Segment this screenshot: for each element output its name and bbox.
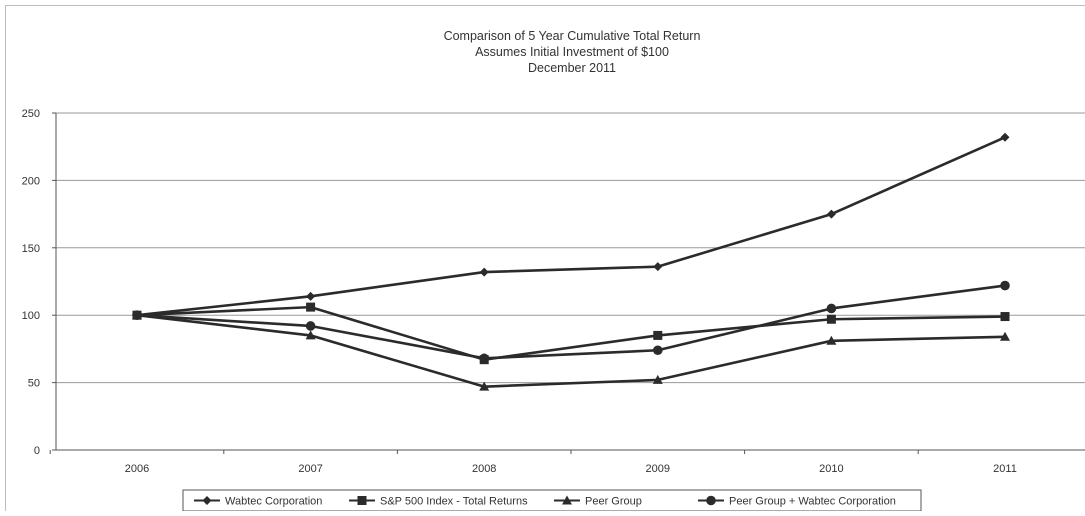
data-point-0-2010 bbox=[827, 210, 836, 219]
data-point-3-2007 bbox=[306, 321, 316, 331]
y-tick-label-250: 250 bbox=[22, 108, 40, 120]
legend: Wabtec Corporation S&P 500 Index - Total … bbox=[183, 490, 921, 511]
chart-title-line-3: December 2011 bbox=[528, 61, 616, 75]
chart-title-line-2: Assumes Initial Investment of $100 bbox=[475, 45, 669, 59]
legend-marker-1 bbox=[358, 496, 367, 505]
y-tick-label-100: 100 bbox=[22, 310, 40, 322]
series-line-2 bbox=[137, 315, 1005, 386]
x-tick-label-2006: 2006 bbox=[125, 463, 149, 475]
chart-border bbox=[6, 6, 1085, 512]
data-point-3-2006 bbox=[132, 310, 142, 320]
x-tick-label-2009: 2009 bbox=[646, 463, 670, 475]
data-point-3-2008 bbox=[479, 354, 489, 364]
grid-lines bbox=[56, 113, 1085, 383]
data-point-0-2011 bbox=[1001, 133, 1010, 142]
data-point-0-2007 bbox=[306, 292, 315, 301]
data-point-3-2009 bbox=[653, 345, 663, 355]
data-point-0-2008 bbox=[480, 268, 489, 277]
chart-title-line-1: Comparison of 5 Year Cumulative Total Re… bbox=[444, 29, 701, 43]
x-tick-label-2010: 2010 bbox=[819, 463, 843, 475]
data-point-1-2011 bbox=[1001, 312, 1010, 321]
series-line-0 bbox=[137, 137, 1005, 315]
y-tick-labels: 0 50 100 150 200 250 bbox=[22, 108, 40, 457]
data-point-0-2009 bbox=[653, 262, 662, 271]
y-tick-label-150: 150 bbox=[22, 243, 40, 255]
axes bbox=[50, 113, 1085, 454]
legend-label-2: Peer Group bbox=[585, 496, 642, 508]
y-tick-label-50: 50 bbox=[28, 378, 40, 390]
data-point-3-2010 bbox=[827, 304, 837, 314]
y-tick-label-0: 0 bbox=[34, 445, 40, 457]
data-point-1-2010 bbox=[827, 315, 836, 324]
x-tick-labels: 2006 2007 2008 2009 2010 2011 bbox=[125, 463, 1017, 475]
series-3 bbox=[132, 281, 1010, 363]
series-0 bbox=[133, 133, 1010, 320]
series-lines bbox=[132, 133, 1010, 391]
y-tick-label-200: 200 bbox=[22, 175, 40, 187]
legend-marker-3 bbox=[706, 496, 716, 506]
legend-label-3: Peer Group + Wabtec Corporation bbox=[729, 496, 896, 508]
x-tick-label-2008: 2008 bbox=[472, 463, 496, 475]
x-tick-label-2011: 2011 bbox=[993, 463, 1017, 475]
data-point-3-2011 bbox=[1000, 281, 1010, 291]
data-point-1-2007 bbox=[306, 303, 315, 312]
legend-label-1: S&P 500 Index - Total Returns bbox=[380, 496, 528, 508]
legend-label-0: Wabtec Corporation bbox=[225, 496, 322, 508]
x-tick-label-2007: 2007 bbox=[298, 463, 322, 475]
data-point-1-2009 bbox=[653, 331, 662, 340]
